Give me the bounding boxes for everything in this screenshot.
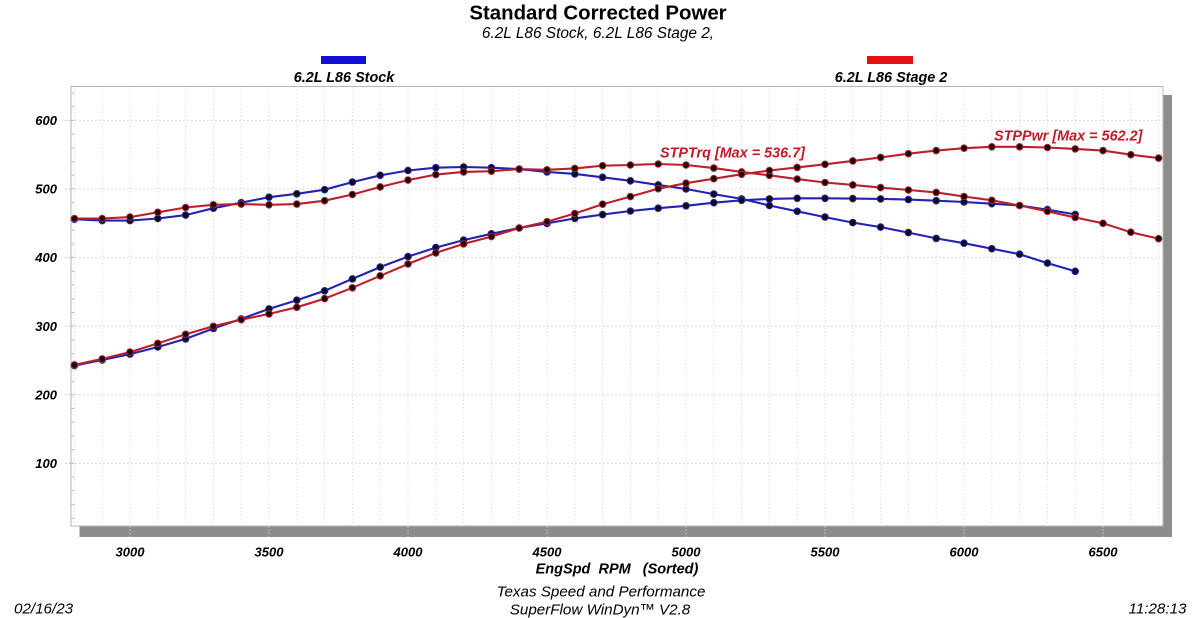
svg-text:4500: 4500 — [532, 545, 563, 560]
svg-text:6.2L L86 Stock, 6.2L L86 Stage: 6.2L L86 Stock, 6.2L L86 Stage 2, — [482, 25, 714, 42]
svg-text:3000: 3000 — [116, 545, 146, 560]
svg-text:5500: 5500 — [811, 545, 841, 560]
svg-text:6000: 6000 — [950, 545, 980, 560]
svg-text:EngSpd RPM (Sorted): EngSpd RPM (Sorted) — [536, 562, 699, 578]
svg-text:400: 400 — [34, 250, 57, 265]
svg-text:4000: 4000 — [393, 545, 424, 560]
svg-text:5000: 5000 — [672, 545, 702, 560]
svg-text:200: 200 — [34, 387, 57, 402]
svg-text:Standard Corrected Power: Standard Corrected Power — [469, 3, 726, 25]
svg-text:11:28:13: 11:28:13 — [1129, 601, 1188, 618]
svg-text:100: 100 — [35, 456, 57, 471]
svg-text:02/16/23: 02/16/23 — [14, 601, 74, 618]
svg-text:600: 600 — [35, 113, 57, 128]
svg-text:6.2L L86 Stage 2: 6.2L L86 Stage 2 — [835, 70, 948, 86]
svg-text:SuperFlow WinDyn™ V2.8: SuperFlow WinDyn™ V2.8 — [510, 602, 691, 618]
svg-text:6500: 6500 — [1089, 545, 1119, 560]
svg-text:3500: 3500 — [255, 545, 285, 560]
svg-text:6.2L L86 Stock: 6.2L L86 Stock — [294, 70, 396, 86]
svg-text:STPPwr [Max = 562.2]: STPPwr [Max = 562.2] — [994, 129, 1144, 145]
svg-text:STPTrq [Max = 536.7]: STPTrq [Max = 536.7] — [660, 146, 806, 162]
svg-text:300: 300 — [35, 319, 57, 334]
svg-text:Texas Speed and Performance: Texas Speed and Performance — [497, 584, 706, 601]
svg-text:500: 500 — [35, 182, 57, 197]
